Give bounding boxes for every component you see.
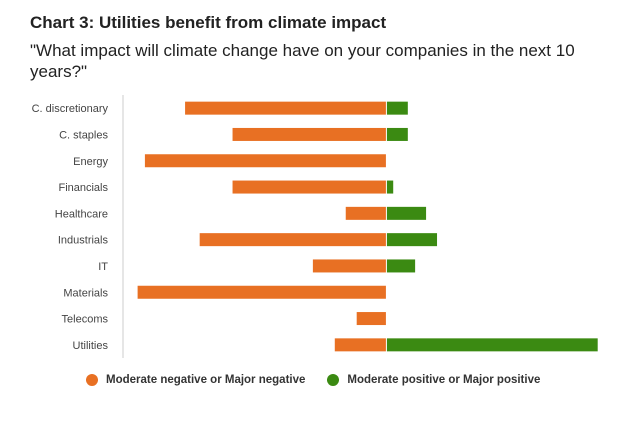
bar-negative	[232, 127, 386, 141]
bar-positive	[386, 206, 427, 220]
category-label: IT	[98, 261, 108, 273]
category-label: C. discretionary	[32, 103, 109, 115]
bar-negative	[144, 154, 386, 168]
bar-negative	[312, 259, 386, 273]
category-label: Materials	[63, 287, 108, 299]
bar-negative	[345, 206, 386, 220]
category-label: Healthcare	[55, 208, 108, 220]
legend-item-negative: Moderate negative or Major negative	[86, 374, 305, 386]
bar-positive	[386, 259, 416, 273]
bar-positive	[386, 338, 598, 352]
category-label: Industrials	[58, 235, 109, 247]
bar-negative	[137, 285, 386, 299]
legend-swatch-positive	[327, 374, 340, 386]
bar-positive	[386, 233, 438, 247]
category-label: C. staples	[59, 129, 108, 141]
chart-subtitle: "What impact will climate change have on…	[30, 41, 575, 81]
legend-swatch-negative	[86, 374, 98, 386]
legend-label-positive: Moderate positive or Major positive	[347, 374, 541, 386]
bar-positive	[386, 127, 408, 141]
category-label: Energy	[73, 156, 108, 168]
bar-positive	[386, 180, 394, 194]
bar-positive	[386, 101, 408, 115]
category-label: Utilities	[73, 340, 109, 352]
bar-negative	[185, 101, 386, 115]
legend-label-negative: Moderate negative or Major negative	[106, 374, 306, 386]
legend-item-positive: Moderate positive or Major positive	[327, 374, 540, 386]
bar-negative	[232, 180, 386, 194]
legend: Moderate negative or Major negative Mode…	[86, 374, 562, 386]
chart-title: Chart 3: Utilities benefit from climate …	[30, 13, 387, 32]
category-label: Financials	[58, 182, 108, 194]
bar-negative	[199, 233, 386, 247]
category-label: Telecoms	[62, 314, 109, 326]
bar-negative	[334, 338, 386, 352]
bar-negative	[356, 312, 386, 326]
